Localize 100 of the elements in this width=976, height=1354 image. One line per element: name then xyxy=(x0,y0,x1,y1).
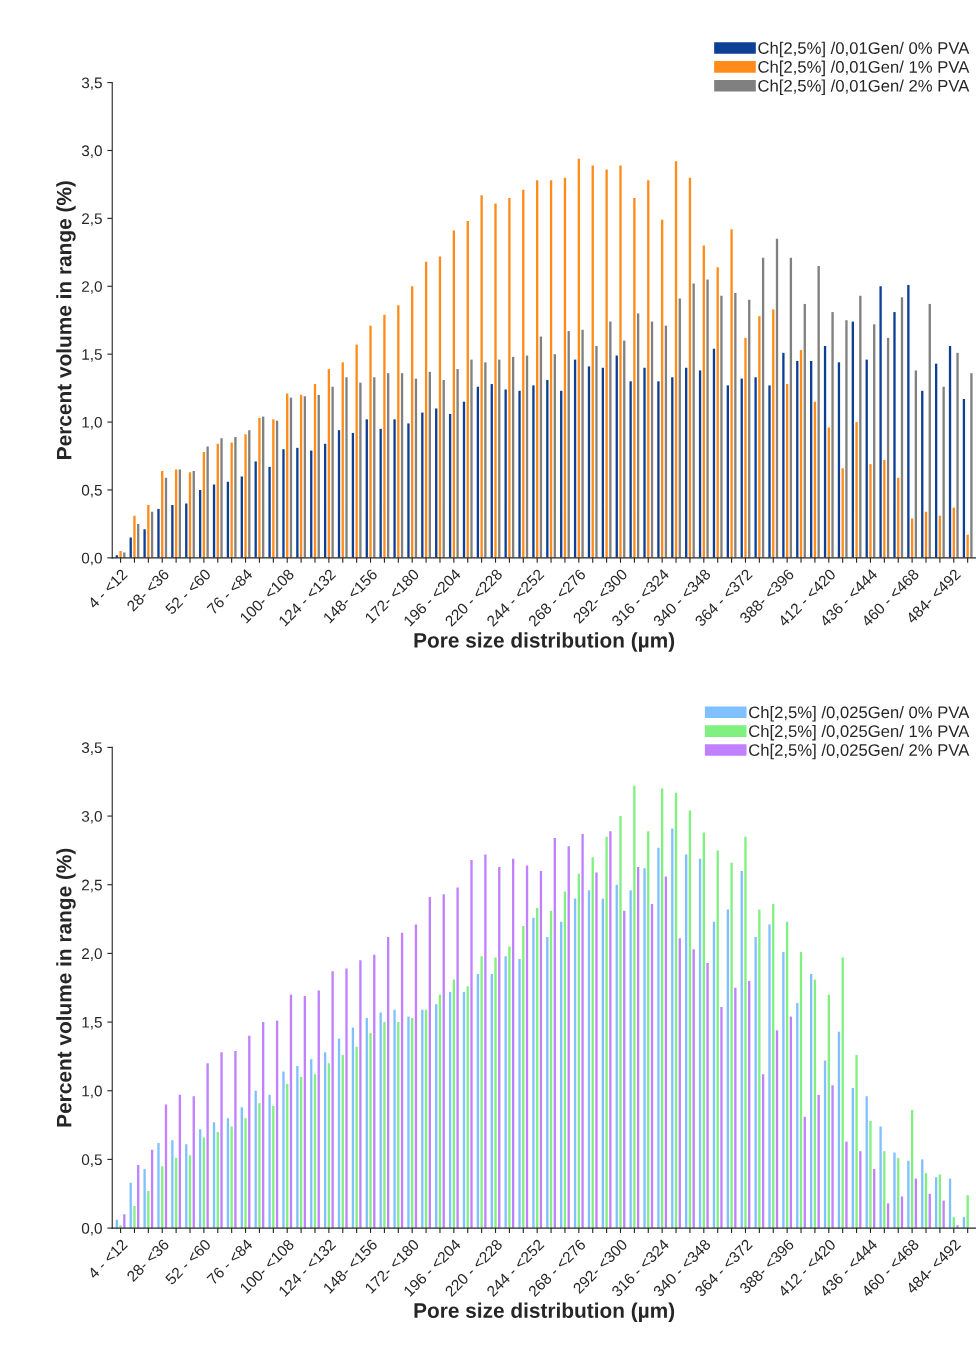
bar xyxy=(855,1055,858,1229)
bar xyxy=(706,279,709,558)
bar xyxy=(206,446,209,558)
y-tick-label: 0,0 xyxy=(81,552,102,566)
bar xyxy=(629,890,632,1229)
bar xyxy=(942,1200,945,1229)
bar xyxy=(369,325,372,558)
bar xyxy=(782,352,785,558)
bar xyxy=(143,529,146,558)
bar xyxy=(643,367,646,558)
y-tick-label: 0,5 xyxy=(81,1154,102,1167)
bar xyxy=(359,960,362,1229)
bar xyxy=(581,329,584,558)
bar xyxy=(133,1206,136,1229)
y-tick-label: 1,0 xyxy=(82,1085,102,1099)
y-tick-label: 3,0 xyxy=(81,810,102,824)
bar xyxy=(119,551,122,558)
bar xyxy=(119,1225,122,1229)
bar xyxy=(494,957,497,1229)
y-tick-label: 1,5 xyxy=(82,349,102,362)
bar xyxy=(855,422,858,558)
bar xyxy=(147,1191,150,1229)
bar xyxy=(258,417,261,558)
bar xyxy=(970,373,973,558)
bar xyxy=(518,390,521,558)
bar xyxy=(758,316,761,558)
bar xyxy=(268,1094,271,1229)
bar xyxy=(234,1050,237,1229)
bar xyxy=(220,438,223,558)
bar xyxy=(268,466,271,558)
bar xyxy=(244,434,247,558)
bar xyxy=(393,1009,396,1229)
bar xyxy=(730,862,733,1229)
bar xyxy=(883,1151,886,1229)
bar xyxy=(355,344,358,558)
bar xyxy=(504,956,507,1229)
y-tick-label: 3,0 xyxy=(81,145,102,158)
bar xyxy=(609,321,612,558)
bar xyxy=(845,320,848,558)
legend-label: Ch[2,5%] /0,025Gen/ 1% PVA xyxy=(749,724,970,741)
bar xyxy=(282,449,285,558)
bar xyxy=(768,385,771,558)
bar xyxy=(883,460,886,558)
bar xyxy=(508,946,511,1229)
y-tick-label: 0,5 xyxy=(81,484,102,498)
bar xyxy=(942,386,945,558)
bar xyxy=(734,293,737,558)
bar xyxy=(907,284,910,558)
bar xyxy=(147,504,150,558)
bar xyxy=(706,963,709,1229)
x-axis-title: Pore size distribution (µm) xyxy=(414,1302,675,1323)
bar xyxy=(369,1033,372,1229)
bar xyxy=(831,312,834,558)
bar xyxy=(758,909,761,1229)
bar xyxy=(494,203,497,558)
bar xyxy=(831,1085,834,1229)
bar xyxy=(480,195,483,558)
bar xyxy=(609,831,612,1229)
bar xyxy=(220,1052,223,1229)
bar xyxy=(157,508,160,558)
bar xyxy=(782,952,785,1229)
bar xyxy=(171,1140,174,1229)
bar xyxy=(605,836,608,1229)
bar xyxy=(869,464,872,558)
y-tick-label: 1,5 xyxy=(82,1017,102,1030)
bar xyxy=(879,1126,882,1229)
y-tick-label: 3,5 xyxy=(81,742,102,755)
bar xyxy=(754,936,757,1229)
bar xyxy=(907,1160,910,1229)
bar xyxy=(345,968,348,1229)
bar xyxy=(171,504,174,558)
bar xyxy=(508,198,511,558)
bar xyxy=(869,1120,872,1229)
bar xyxy=(393,419,396,558)
bar xyxy=(657,847,660,1229)
bar xyxy=(143,1169,146,1229)
y-tick-label: 0,0 xyxy=(81,1222,102,1236)
legend-label: Ch[2,5%] /0,025Gen/ 2% PVA xyxy=(749,743,970,760)
y-axis-title: Percent volume in range (%) xyxy=(56,181,76,459)
bar xyxy=(532,917,535,1229)
bar xyxy=(605,169,608,558)
bar xyxy=(244,1118,247,1229)
bar xyxy=(956,1225,959,1229)
bar xyxy=(619,165,622,558)
bar xyxy=(619,816,622,1229)
y-tick-label: 1,0 xyxy=(82,416,102,430)
bar xyxy=(744,337,747,558)
bar xyxy=(359,382,362,558)
bar xyxy=(657,381,660,558)
x-axis-title: Pore size distribution (µm) xyxy=(414,632,675,652)
bar xyxy=(893,1152,896,1229)
bar xyxy=(480,956,483,1229)
bar xyxy=(720,1006,723,1229)
bar xyxy=(734,987,737,1229)
y-tick-label: 2,5 xyxy=(82,879,102,893)
bar xyxy=(282,1071,285,1229)
y-tick-label: 3,5 xyxy=(81,77,102,91)
bar xyxy=(470,860,473,1229)
bar xyxy=(629,381,632,558)
bar xyxy=(532,385,535,558)
